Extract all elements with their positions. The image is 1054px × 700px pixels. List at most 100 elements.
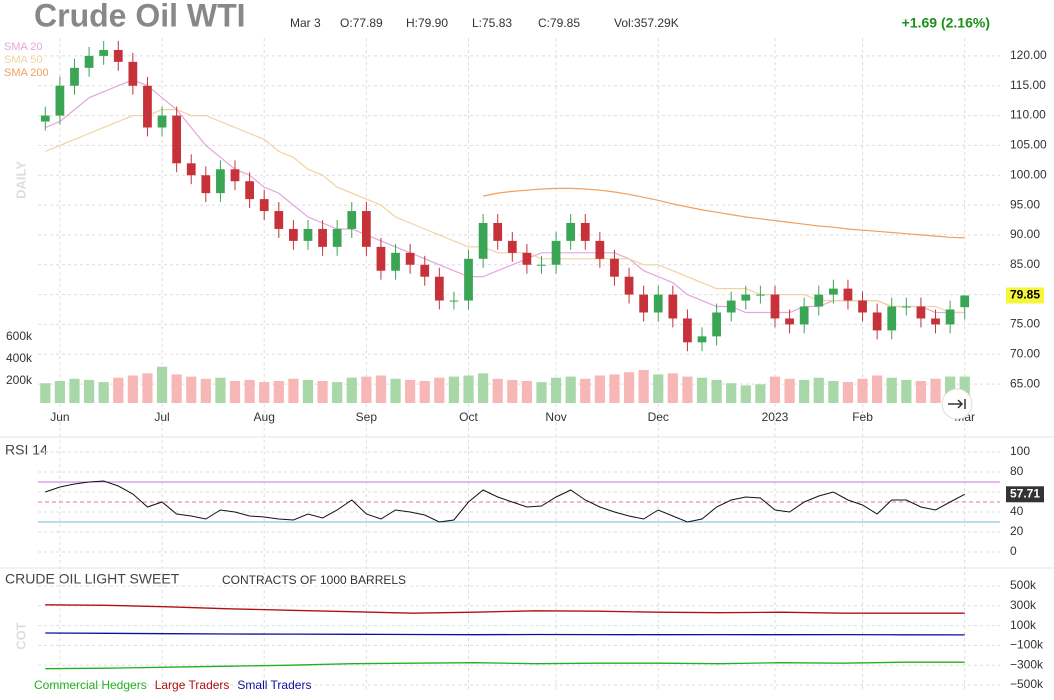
volume-bar: [813, 377, 824, 403]
legend-entry: SMA 50: [4, 54, 43, 66]
y-tick-label: 300k: [1010, 598, 1037, 612]
y-tick-label: 65.00: [1010, 376, 1040, 390]
candle-body: [945, 309, 955, 325]
candle-body: [143, 85, 152, 128]
volume-bar: [901, 379, 912, 403]
volume-tick-label: 600k: [6, 329, 33, 343]
volume-bar: [492, 378, 503, 403]
volume-bar: [317, 381, 328, 403]
candle-body: [361, 211, 371, 247]
volume-bar: [142, 373, 153, 403]
volume-bar: [332, 382, 343, 403]
candle-body: [522, 252, 532, 265]
candle-body: [172, 115, 182, 164]
y-tick-label: 85.00: [1010, 257, 1040, 271]
y-tick-label: 115.00: [1010, 78, 1046, 92]
volume-bar: [448, 376, 460, 403]
volume-bar: [711, 379, 722, 403]
candle-body: [653, 294, 663, 313]
volume-bar: [83, 379, 95, 403]
y-tick-label: 0: [1010, 544, 1017, 558]
candle-body: [566, 222, 576, 241]
candle-body: [230, 169, 240, 182]
candle-body: [537, 264, 546, 266]
ohlc-low: L:75.83: [472, 16, 512, 30]
y-tick-label: 100k: [1010, 618, 1037, 632]
candle-body: [245, 181, 254, 200]
volume-bar: [930, 378, 941, 403]
x-tick-label: Feb: [852, 410, 873, 424]
candle-body: [40, 115, 50, 122]
candle-body: [639, 294, 649, 313]
candle-body: [70, 67, 79, 86]
volume-bar: [434, 377, 445, 403]
volume-bar: [521, 381, 532, 403]
candle-body: [186, 163, 196, 176]
ohlc-volume: Vol:357.29K: [614, 16, 679, 30]
volume-bar: [156, 366, 168, 403]
cot-line: [45, 604, 965, 614]
volume-bar: [580, 378, 591, 403]
volume-bar: [390, 378, 401, 403]
y-axis-label: DAILY: [13, 161, 28, 199]
candle-body: [99, 49, 109, 56]
candle-body: [828, 288, 838, 295]
cot-line: [45, 661, 965, 670]
candle-body: [113, 49, 123, 62]
candle-body: [756, 294, 765, 296]
candle-body: [580, 222, 590, 241]
candle-body: [128, 61, 138, 86]
volume-bar: [536, 382, 547, 403]
legend-entry: Commercial Hedgers: [34, 678, 147, 692]
y-tick-label: 80: [1010, 464, 1024, 478]
candle-body: [799, 306, 809, 325]
volume-bar: [113, 377, 124, 403]
volume-bar: [959, 376, 970, 403]
volume-bar: [842, 382, 854, 403]
volume-bar: [638, 370, 649, 403]
volume-bar: [229, 381, 241, 403]
cot-title: CRUDE OIL LIGHT SWEET: [5, 571, 180, 587]
last-price-tag: [1006, 287, 1044, 304]
candle-body: [376, 246, 386, 271]
candle-body: [201, 175, 211, 194]
candle-body: [318, 228, 327, 247]
chart-title: Crude Oil WTI: [34, 0, 246, 33]
last-value-label: 57.71: [1010, 486, 1040, 500]
volume-bar: [726, 383, 737, 403]
y-tick-label: 90.00: [1010, 227, 1040, 241]
legend-entry: Large Traders: [155, 678, 230, 692]
candle-body: [332, 228, 342, 247]
volume-bar: [784, 378, 795, 403]
y-tick-label: 110.00: [1010, 108, 1046, 122]
volume-bar: [945, 376, 956, 403]
candle-body: [347, 211, 357, 229]
volume-bar: [667, 373, 678, 403]
sma-line: [45, 79, 965, 314]
volume-bar: [682, 376, 693, 403]
y-tick-label: 100: [1010, 444, 1030, 458]
candle-body: [84, 55, 94, 68]
candle-body: [478, 222, 488, 259]
volume-bar: [186, 376, 197, 403]
volume-bar: [171, 374, 182, 403]
candle-body: [274, 211, 284, 229]
cot-line: [45, 632, 965, 636]
candle-body: [289, 228, 298, 241]
x-tick-label: Jul: [154, 410, 169, 424]
volume-tick-label: 200k: [6, 373, 33, 387]
candle-body: [931, 318, 940, 325]
volume-bar: [886, 377, 897, 403]
volume-bar: [609, 374, 620, 403]
candle-body: [741, 294, 751, 301]
scroll-button[interactable]: [941, 388, 973, 420]
y-tick-label: 120.00: [1010, 48, 1047, 62]
volume-bar: [419, 381, 430, 403]
candle-body: [216, 169, 225, 194]
volume-bar: [361, 376, 372, 403]
volume-bar: [565, 376, 576, 403]
candle-body: [712, 312, 721, 337]
candle-body: [916, 306, 926, 319]
candle-body: [683, 318, 692, 343]
candle-body: [259, 199, 269, 212]
